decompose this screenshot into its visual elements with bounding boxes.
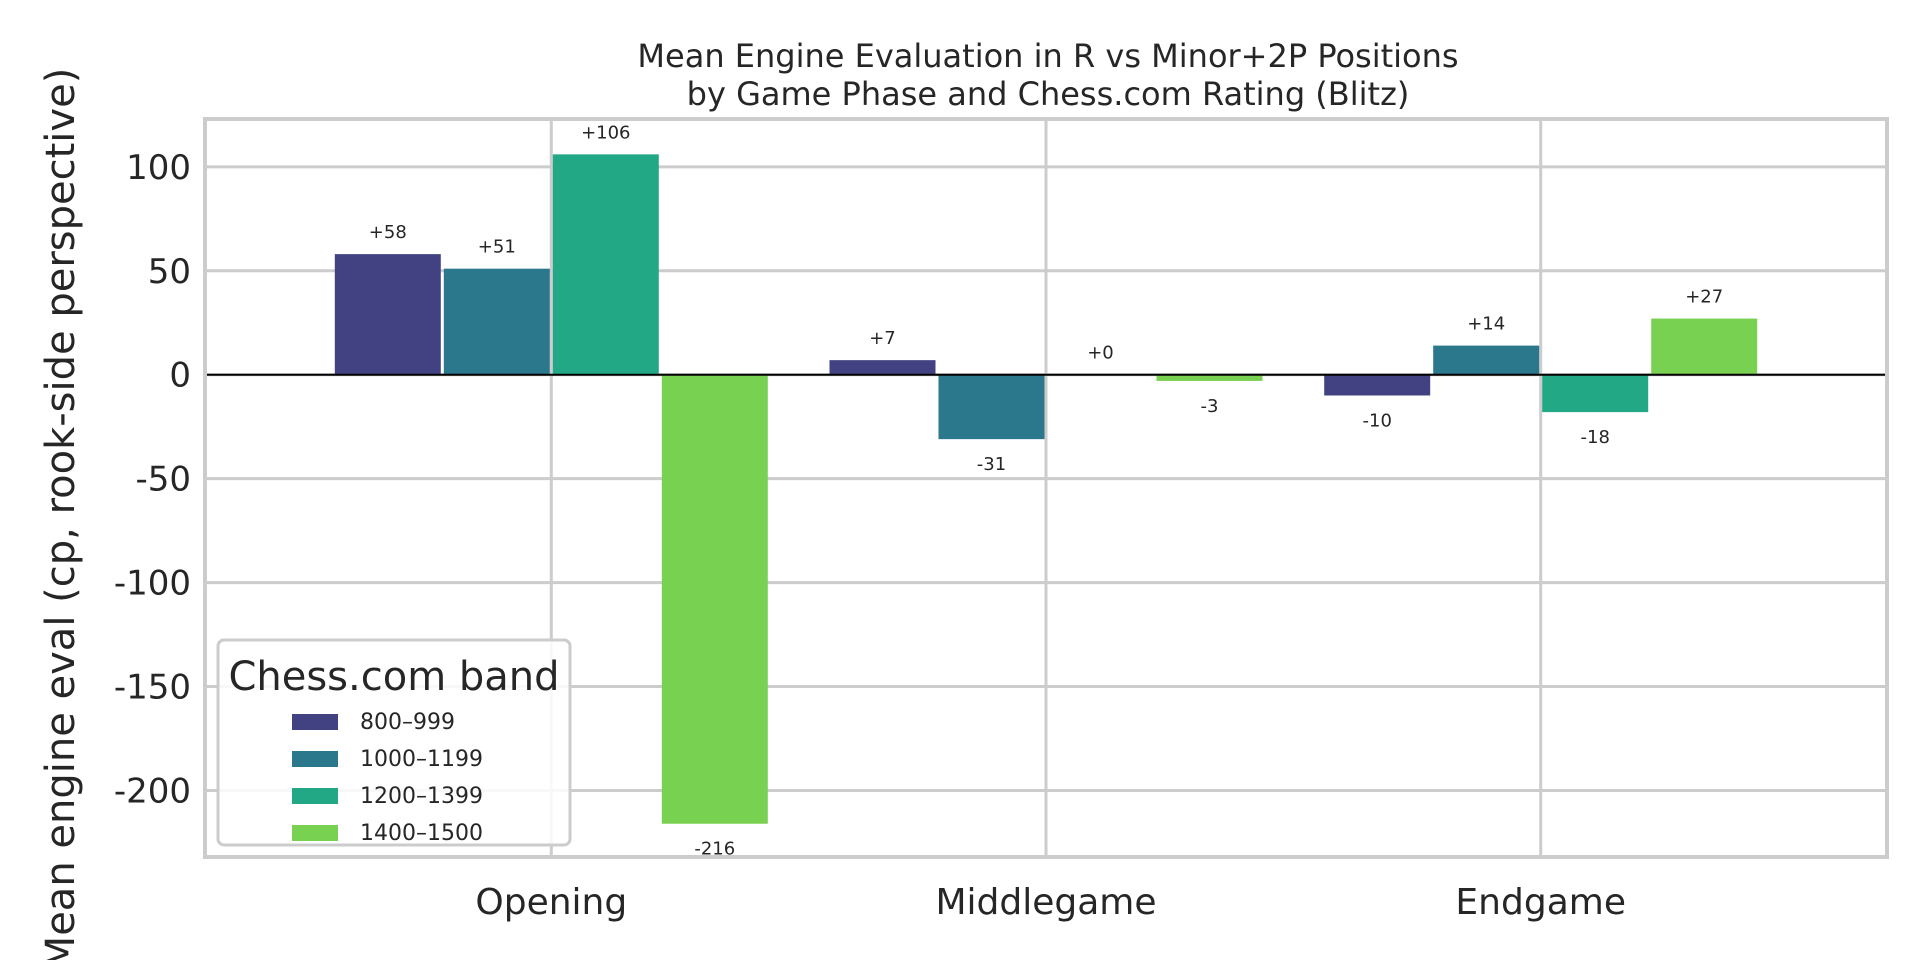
data-label: +58 [369, 222, 407, 243]
x-tick-label: Endgame [1455, 882, 1626, 923]
data-label: -3 [1201, 396, 1219, 417]
chart-title: Mean Engine Evaluation in R vs Minor+2P … [637, 37, 1458, 75]
legend-swatch [292, 788, 338, 804]
legend-swatch [292, 714, 338, 730]
x-tick-label: Opening [475, 882, 627, 923]
data-label: -18 [1581, 427, 1610, 448]
legend-title: Chess.com band [228, 654, 559, 700]
y-tick-label: -50 [135, 460, 191, 500]
data-label: +106 [581, 122, 630, 143]
bar [443, 268, 550, 375]
legend-item-label: 1400–1500 [360, 821, 483, 846]
bar [1651, 318, 1758, 375]
legend-swatch [292, 751, 338, 767]
bars-layer [334, 154, 1758, 824]
legend-item-label: 1200–1399 [360, 784, 483, 809]
data-label: +0 [1087, 343, 1114, 364]
y-tick-label: 100 [126, 148, 191, 188]
data-label: -31 [977, 454, 1006, 475]
legend: Chess.com band 800–999 1000–1199 1200–1399 1… [216, 638, 572, 847]
y-tick-label: 50 [148, 252, 191, 292]
y-axis-label: Mean engine eval (cp, rook-side perspect… [38, 68, 84, 960]
legend-item-label: 1000–1199 [360, 747, 483, 772]
bar [1433, 345, 1540, 375]
data-label: -10 [1363, 410, 1392, 431]
data-label: -216 [694, 839, 735, 860]
data-label: +14 [1467, 314, 1505, 335]
y-tick-label: -150 [114, 668, 191, 708]
plot-frame [203, 117, 1889, 859]
data-label: +51 [478, 237, 516, 258]
legend-item-label: 800–999 [360, 710, 455, 735]
y-tick-label: 0 [169, 356, 191, 396]
bar [938, 374, 1045, 440]
data-label: +27 [1685, 287, 1723, 308]
bar [829, 360, 936, 375]
data-labels-layer: +58 +7 -10 +51 -31 +14 +106 +0 -18 -216 -3 +27 [369, 122, 1723, 859]
legend-swatch [292, 825, 338, 841]
bar [661, 374, 768, 824]
axis-layer: -200 -150 -100 -50 0 50 100 Opening Middlegame En… [114, 117, 1889, 923]
data-label: +7 [869, 328, 896, 349]
bar [1542, 374, 1649, 413]
bar [334, 254, 441, 375]
y-tick-label: -100 [114, 564, 191, 604]
y-tick-label: -200 [114, 771, 191, 811]
bar [552, 154, 659, 375]
bar [1324, 374, 1431, 396]
chart-subtitle: by Game Phase and Chess.com Rating (Blit… [687, 75, 1410, 113]
bar [1156, 374, 1263, 381]
x-tick-label: Middlegame [935, 882, 1156, 923]
